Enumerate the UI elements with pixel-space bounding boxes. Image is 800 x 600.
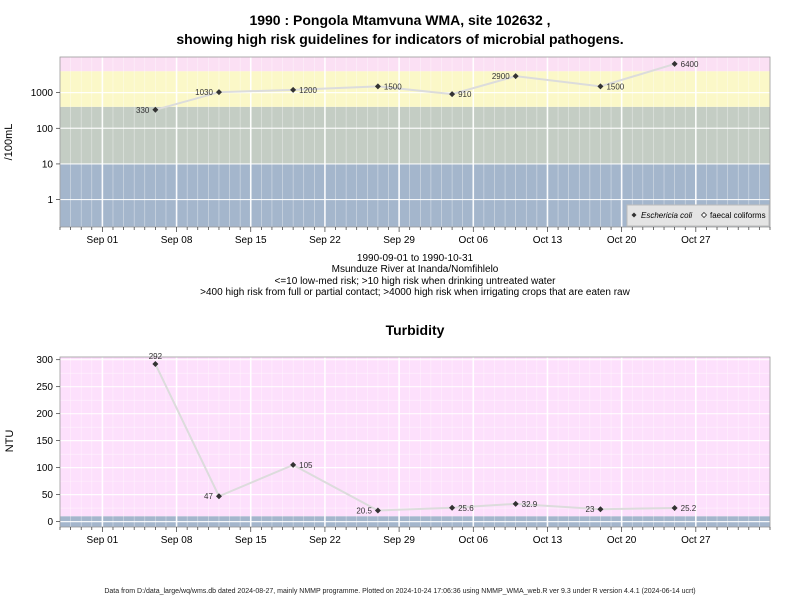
x-tick-label: Oct 20	[607, 535, 637, 546]
legend-label-faecal: faecal coliforms	[710, 211, 766, 220]
risk-band-1	[60, 357, 770, 517]
risk-bands	[60, 357, 770, 527]
y-tick-label: 1000	[31, 88, 54, 99]
x-tick-label: Sep 22	[309, 535, 341, 546]
chart-title-line-2: showing high risk guidelines for indicat…	[176, 31, 624, 47]
x-tick-label: Sep 08	[161, 535, 193, 546]
risk-band-3	[60, 57, 770, 72]
y-tick-label: 300	[36, 355, 53, 366]
gridlines	[59, 357, 771, 527]
site-caption: Msunduze River at Inanda/Nomfihlelo	[331, 264, 499, 275]
legend-box	[626, 204, 770, 227]
legend-marker-ecoli	[631, 212, 637, 218]
data-point	[215, 89, 222, 96]
panel-border	[59, 56, 771, 228]
y-tick-label: 250	[36, 382, 53, 393]
panel-border	[59, 356, 771, 528]
data-point	[512, 73, 519, 80]
x-tick-label: Sep 22	[309, 235, 341, 246]
legend: Eschericia coli faecal coliforms	[626, 204, 770, 227]
data-label: 292	[149, 352, 163, 361]
data-point	[449, 504, 456, 511]
x-tick-label: Oct 13	[533, 235, 563, 246]
y-axis-label: /100mL	[3, 124, 15, 161]
data-point	[597, 83, 604, 90]
y-tick-label: 200	[36, 409, 53, 420]
risk-note-2: >400 high risk from full or partial cont…	[200, 287, 630, 298]
data-label: 1200	[299, 86, 317, 95]
risk-band-1	[60, 106, 770, 164]
y-tick-label: 50	[42, 490, 54, 501]
chart-title-line-1: 1990 : Pongola Mtamvuna WMA, site 102632…	[249, 12, 551, 28]
data-label: 2900	[492, 72, 510, 81]
gridlines	[59, 57, 771, 227]
data-point	[512, 500, 519, 507]
x-tick-label: Sep 15	[235, 235, 267, 246]
data-marks: 330 1030 1200 1500 910 2900 1500 6400	[136, 60, 699, 115]
x-tick-label: Sep 29	[383, 235, 415, 246]
data-label: 6400	[681, 60, 699, 69]
risk-band-2	[60, 71, 770, 107]
data-point	[671, 60, 678, 67]
x-tick-label: Oct 06	[459, 535, 489, 546]
data-label: 23	[586, 505, 595, 514]
data-point	[152, 106, 159, 113]
data-label: 25.6	[458, 504, 474, 513]
series-line	[155, 62, 675, 111]
data-label: 330	[136, 106, 150, 115]
data-point	[374, 507, 381, 514]
y-tick-label: 100	[36, 463, 53, 474]
y-tick-label: 0	[47, 517, 53, 528]
turbidity-title: Turbidity	[385, 322, 445, 338]
y-axis-label: NTU	[4, 430, 16, 453]
data-point	[290, 86, 297, 93]
x-tick-label: Oct 13	[533, 535, 563, 546]
x-tick-label: Sep 01	[87, 235, 119, 246]
risk-bands	[60, 57, 770, 227]
data-point	[374, 83, 381, 90]
axes: Sep 01 Sep 08 Sep 15 Sep 22 Sep 29 Oct 06 Oct …	[31, 56, 771, 246]
data-label: 32.9	[522, 500, 538, 509]
data-label: 910	[458, 90, 472, 99]
data-point	[215, 493, 222, 500]
x-tick-label: Oct 27	[681, 235, 711, 246]
data-label: 105	[299, 461, 313, 470]
data-point	[671, 505, 678, 512]
data-label: 1500	[606, 82, 624, 91]
x-tick-label: Oct 06	[459, 235, 489, 246]
x-tick-label: Oct 20	[607, 235, 637, 246]
data-point	[449, 91, 456, 98]
x-tick-label: Oct 27	[681, 535, 711, 546]
x-tick-label: Sep 15	[235, 535, 267, 546]
data-label: 20.5	[356, 507, 372, 516]
data-marks: 292 47 105 20.5 25.6 32.9 23 25.2	[149, 352, 697, 516]
data-label: 25.2	[681, 504, 697, 513]
legend-marker-faecal	[700, 211, 708, 219]
y-tick-label: 10	[42, 159, 54, 170]
y-tick-label: 100	[36, 124, 53, 135]
series-line	[154, 363, 675, 512]
data-source-footer: Data from D:/data_large/wq/wms.db dated …	[104, 588, 696, 595]
data-point	[152, 361, 159, 368]
legend-label-ecoli: Eschericia coli	[641, 211, 692, 220]
data-point	[597, 506, 604, 513]
y-tick-label: 1	[47, 195, 53, 206]
x-tick-label: Sep 29	[383, 535, 415, 546]
x-tick-label: Sep 08	[161, 235, 193, 246]
data-label: 1030	[195, 88, 213, 97]
risk-note-1: <=10 low-med risk; >10 high risk when dr…	[274, 276, 556, 287]
data-label: 1500	[384, 82, 402, 91]
data-point	[290, 461, 297, 468]
y-tick-label: 150	[36, 436, 53, 447]
x-tick-label: Sep 01	[87, 535, 119, 546]
axes: Sep 01 Sep 08 Sep 15 Sep 22 Sep 29 Oct 06 Oct …	[36, 355, 771, 546]
data-label: 47	[204, 492, 213, 501]
date-range-caption: 1990-09-01 to 1990-10-31	[356, 253, 474, 264]
